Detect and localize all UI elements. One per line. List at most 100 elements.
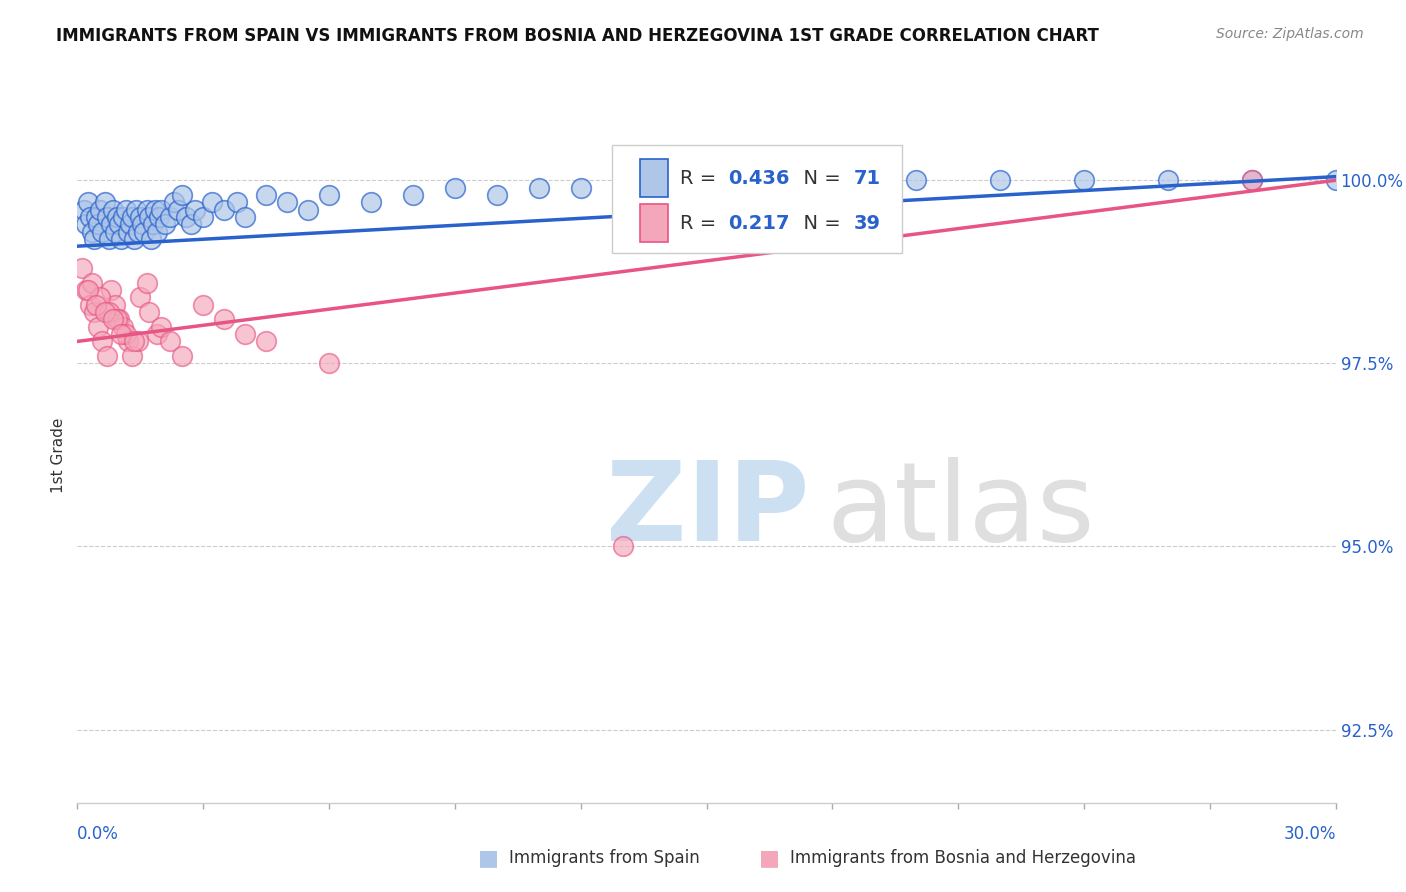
Point bbox=[79, 210, 101, 224]
Point bbox=[76, 283, 98, 297]
Point bbox=[127, 334, 149, 349]
Text: ■: ■ bbox=[478, 848, 499, 868]
Point bbox=[863, 173, 886, 187]
Text: R =: R = bbox=[681, 214, 723, 233]
Point bbox=[276, 195, 298, 210]
Point bbox=[114, 202, 136, 217]
Point bbox=[129, 290, 152, 304]
Point bbox=[84, 298, 107, 312]
Point bbox=[87, 319, 110, 334]
Point bbox=[254, 334, 277, 349]
Point bbox=[155, 217, 177, 231]
Point bbox=[110, 232, 132, 246]
Point bbox=[254, 188, 277, 202]
Point bbox=[146, 327, 169, 342]
Point bbox=[779, 180, 801, 194]
Text: ZIP: ZIP bbox=[606, 457, 810, 564]
Point bbox=[108, 312, 131, 326]
Point bbox=[93, 305, 115, 319]
FancyBboxPatch shape bbox=[612, 145, 901, 253]
Text: 0.0%: 0.0% bbox=[77, 825, 120, 843]
Point bbox=[233, 210, 256, 224]
Point bbox=[318, 356, 340, 370]
Point bbox=[80, 276, 103, 290]
Point bbox=[112, 319, 135, 334]
Point bbox=[108, 217, 131, 231]
Point bbox=[105, 312, 128, 326]
Point bbox=[80, 225, 103, 239]
Point bbox=[100, 283, 122, 297]
Point bbox=[131, 217, 153, 231]
Point bbox=[1240, 173, 1263, 187]
Text: atlas: atlas bbox=[827, 457, 1094, 564]
Point bbox=[696, 180, 718, 194]
Point bbox=[70, 261, 93, 276]
Point bbox=[163, 195, 186, 210]
Text: ■: ■ bbox=[759, 848, 780, 868]
Point bbox=[75, 217, 97, 231]
Point bbox=[1157, 173, 1180, 187]
Point bbox=[76, 195, 98, 210]
Point bbox=[159, 334, 181, 349]
Point bbox=[96, 210, 118, 224]
Point bbox=[118, 217, 141, 231]
Point bbox=[104, 225, 127, 239]
Point bbox=[89, 290, 111, 304]
Point bbox=[150, 202, 173, 217]
Text: 0.436: 0.436 bbox=[728, 169, 789, 188]
Point bbox=[72, 202, 94, 217]
Point bbox=[93, 195, 115, 210]
Point bbox=[297, 202, 319, 217]
Point bbox=[360, 195, 382, 210]
Point bbox=[114, 327, 136, 342]
Point bbox=[138, 305, 160, 319]
Point bbox=[148, 210, 170, 224]
Point bbox=[105, 210, 128, 224]
Point bbox=[200, 195, 222, 210]
Point bbox=[167, 202, 190, 217]
Point bbox=[135, 202, 157, 217]
Y-axis label: 1st Grade: 1st Grade bbox=[51, 417, 66, 492]
Point bbox=[172, 349, 194, 363]
Point bbox=[112, 210, 135, 224]
Text: 39: 39 bbox=[853, 214, 880, 233]
Text: 71: 71 bbox=[853, 169, 882, 188]
Point bbox=[96, 349, 118, 363]
Point bbox=[97, 305, 120, 319]
Bar bbox=[640, 204, 668, 243]
Point bbox=[150, 319, 173, 334]
Point bbox=[485, 188, 508, 202]
Point bbox=[121, 210, 143, 224]
Point bbox=[184, 202, 207, 217]
Point bbox=[121, 349, 143, 363]
Text: 0.217: 0.217 bbox=[728, 214, 789, 233]
Point bbox=[104, 298, 127, 312]
Point bbox=[142, 217, 165, 231]
Point bbox=[444, 180, 467, 194]
Text: 30.0%: 30.0% bbox=[1284, 825, 1336, 843]
Point bbox=[159, 210, 181, 224]
Point bbox=[135, 276, 157, 290]
Point bbox=[101, 312, 124, 326]
Text: Immigrants from Spain: Immigrants from Spain bbox=[509, 849, 700, 867]
Text: N =: N = bbox=[790, 214, 846, 233]
Point bbox=[83, 232, 105, 246]
Point bbox=[569, 180, 592, 194]
Point bbox=[143, 202, 166, 217]
Point bbox=[180, 217, 202, 231]
Point bbox=[146, 225, 169, 239]
Point bbox=[612, 173, 634, 187]
Point bbox=[318, 188, 340, 202]
Point bbox=[191, 210, 215, 224]
Point bbox=[127, 225, 149, 239]
Point bbox=[89, 202, 111, 217]
Point bbox=[176, 210, 198, 224]
Point bbox=[79, 298, 101, 312]
Point bbox=[402, 188, 425, 202]
Point bbox=[91, 225, 114, 239]
Point bbox=[233, 327, 256, 342]
Point bbox=[122, 334, 145, 349]
Point bbox=[129, 210, 152, 224]
Point bbox=[527, 180, 550, 194]
Text: R =: R = bbox=[681, 169, 723, 188]
